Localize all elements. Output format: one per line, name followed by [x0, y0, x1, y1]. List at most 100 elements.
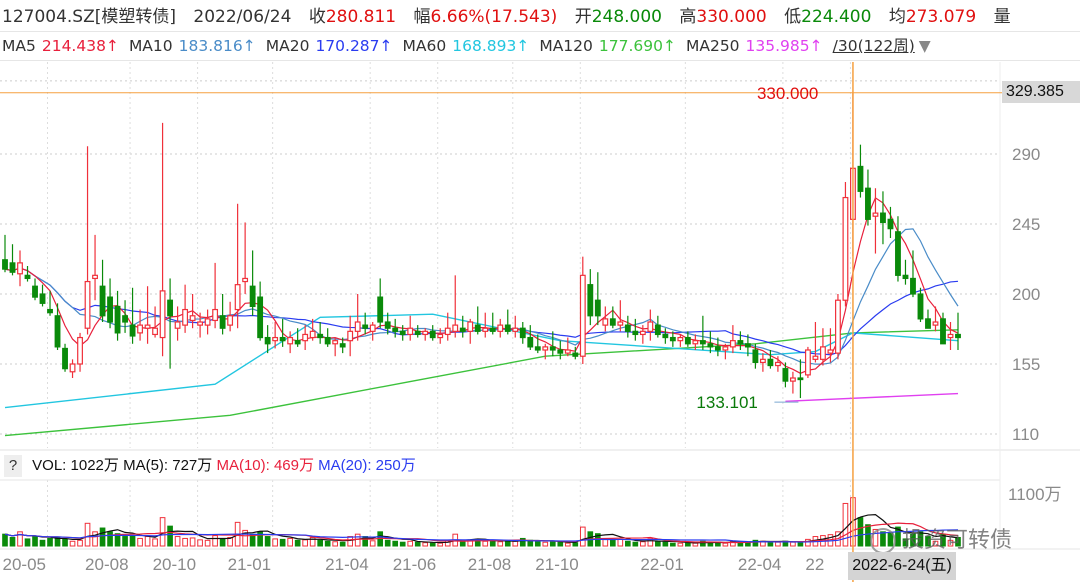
- triangle-down-icon[interactable]: ▼: [918, 37, 931, 55]
- candle-body: [459, 327, 466, 332]
- candle-body: [174, 321, 181, 329]
- volume-bar: [722, 542, 729, 547]
- volume-bar: [519, 537, 526, 547]
- volume-bar: [47, 537, 53, 547]
- volume-bar: [317, 539, 323, 547]
- candle-body: [17, 262, 23, 275]
- volume-bar: [489, 540, 496, 547]
- volume-tick-label: 1100万: [1008, 485, 1062, 504]
- candle-body: [167, 299, 174, 317]
- candle-body: [122, 315, 128, 323]
- ma-label: MA20: [265, 37, 310, 55]
- volume-bar: [294, 539, 301, 547]
- volume-label: 量: [993, 7, 1011, 27]
- volume-bar: [39, 539, 46, 547]
- ma-value: 183.816↑: [178, 37, 256, 55]
- volume-bar: [677, 542, 684, 547]
- candle-body: [677, 336, 684, 342]
- candle-body: [504, 324, 511, 332]
- volume-bar: [790, 541, 796, 547]
- candle-body: [737, 340, 744, 345]
- candle-body: [399, 330, 406, 336]
- avg-value: 273.079: [905, 7, 977, 27]
- candle-body: [932, 321, 939, 326]
- vol-ma10: MA(10): 469万: [216, 457, 314, 474]
- volume-bar: [497, 541, 504, 547]
- candle-body: [392, 327, 399, 332]
- volume-bar: [805, 538, 811, 547]
- candle-body: [872, 212, 879, 217]
- volume-bar: [640, 541, 646, 547]
- volume-bar: [414, 541, 421, 547]
- candle-body: [955, 333, 961, 339]
- volume-bar: [662, 541, 669, 547]
- volume-bar: [947, 539, 954, 547]
- candle-body: [339, 343, 346, 348]
- candle-body: [302, 333, 309, 342]
- volume-bar: [174, 536, 181, 547]
- candle-body: [865, 187, 871, 220]
- ma250-line: [785, 392, 959, 403]
- candle-body: [512, 327, 519, 332]
- ma-value: 168.893↑: [452, 37, 530, 55]
- x-tick-label: 22-01: [640, 555, 683, 574]
- help-button[interactable]: ?: [4, 455, 22, 477]
- candle-body: [227, 315, 234, 326]
- candle-body: [827, 349, 834, 354]
- candle-body: [947, 333, 954, 339]
- low-value: 224.400: [801, 7, 872, 27]
- ma-value: 170.287↑: [315, 37, 393, 55]
- volume-bar: [279, 538, 286, 547]
- candle-body: [797, 377, 804, 381]
- candle-body: [114, 305, 121, 334]
- candle-body: [632, 330, 639, 336]
- candle-body: [782, 368, 789, 382]
- volume-bar: [422, 542, 429, 547]
- x-tick-label: 21-06: [393, 555, 436, 574]
- candle-body: [579, 274, 586, 357]
- period-selector[interactable]: /30(122周): [832, 37, 915, 55]
- volume-bar: [182, 537, 188, 547]
- candle-body: [910, 277, 916, 295]
- candle-body: [587, 284, 594, 317]
- change-value: 6.66%(17.543): [430, 7, 558, 27]
- candle-body: [317, 333, 324, 339]
- candle-body: [369, 324, 376, 332]
- volume-bar: [857, 517, 864, 547]
- volume-bar: [264, 536, 271, 547]
- candle-body: [309, 330, 316, 339]
- candle-body: [759, 358, 766, 364]
- volume-bar: [24, 538, 31, 547]
- x-tick-label: 21-10: [535, 555, 578, 574]
- volume-bar: [429, 542, 436, 547]
- candle-body: [594, 299, 601, 317]
- volume-bar: [625, 540, 631, 547]
- candle-body: [99, 285, 106, 317]
- volume-bar: [685, 542, 691, 547]
- volume-bar: [700, 540, 706, 547]
- volume-bar: [895, 526, 901, 547]
- low-label: 低: [784, 7, 802, 27]
- candle-body: [812, 355, 819, 360]
- candle-body: [564, 349, 571, 354]
- candle-body: [407, 327, 414, 336]
- candle-body: [692, 340, 699, 345]
- candle-body: [602, 318, 609, 326]
- volume-bar: [197, 539, 203, 547]
- candle-body: [774, 361, 781, 367]
- ma-label: MA120: [539, 37, 593, 55]
- candle-body: [47, 308, 53, 314]
- volume-bar: [129, 535, 136, 547]
- candle-body: [362, 324, 369, 329]
- vol-ma5: MA(5): 727万: [123, 457, 213, 474]
- candle-body: [474, 324, 481, 332]
- wechat-icon: [870, 528, 896, 554]
- candle-body: [624, 324, 631, 332]
- quote-date: 2022/06/24: [193, 7, 292, 27]
- volume-bar: [272, 538, 278, 547]
- volume-bar: [902, 538, 909, 547]
- divider: [0, 31, 1080, 32]
- volume-bar: [617, 538, 624, 547]
